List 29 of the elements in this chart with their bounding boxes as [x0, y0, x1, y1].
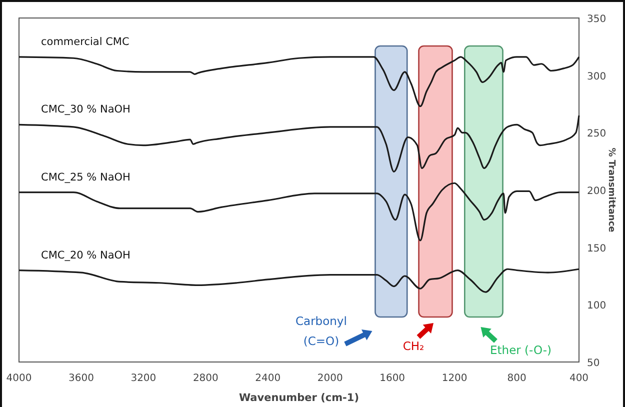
- x-tick-label: 3600: [68, 373, 94, 384]
- series-label: CMC_30 % NaOH: [41, 104, 130, 116]
- series-label: CMC_20 % NaOH: [41, 249, 130, 262]
- band-label: Ether (-O-): [490, 343, 552, 357]
- line-series: [18, 268, 580, 293]
- x-tick-label: 3200: [130, 373, 156, 384]
- line-series: [18, 182, 580, 242]
- series-label: CMC_25 % NaOH: [41, 171, 130, 184]
- y-axis-title: % Transmittance: [606, 148, 616, 232]
- x-tick-label: 2000: [317, 373, 343, 384]
- x-tick-label: 1600: [380, 373, 406, 384]
- y-tick-label: 100: [587, 300, 606, 312]
- y-tick-label: 50: [587, 358, 600, 369]
- series-label: commercial CMC: [41, 36, 130, 48]
- y-tick-label: 200: [587, 186, 606, 197]
- y-tick-label: 300: [587, 71, 606, 82]
- x-tick-label: 2400: [255, 373, 281, 384]
- band-label: CH₂: [402, 339, 424, 353]
- y-tick-label: 350: [587, 14, 606, 25]
- x-tick-label: 400: [569, 373, 589, 384]
- x-tick-label: 1200: [442, 373, 468, 384]
- y-tick-label: 250: [587, 128, 606, 140]
- x-tick-label: 800: [507, 373, 526, 384]
- x-tick-label: 4000: [6, 373, 32, 384]
- x-axis-title: Wavenumber (cm-1): [238, 392, 360, 404]
- y-tick-label: 150: [587, 243, 606, 254]
- band-label: Carbonyl (C=O): [296, 314, 347, 348]
- line-series: [18, 114, 580, 172]
- x-tick-label: 2800: [192, 373, 218, 384]
